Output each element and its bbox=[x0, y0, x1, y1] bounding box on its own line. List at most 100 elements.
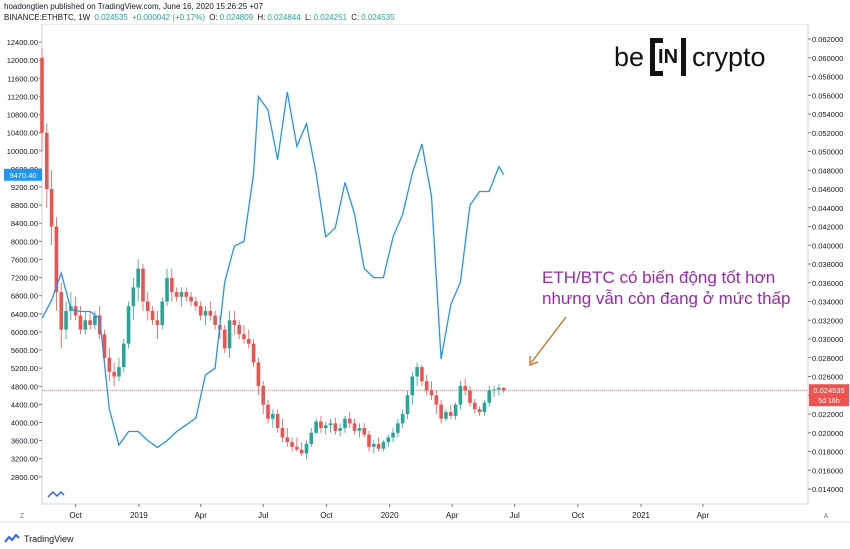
ethbtc-candle-body bbox=[434, 395, 439, 405]
ethbtc-candle-body bbox=[155, 320, 160, 325]
ethbtc-candle-body bbox=[492, 389, 496, 391]
ethbtc-candle-body bbox=[420, 367, 424, 382]
left-axis-tick-label: 4000.00 bbox=[11, 418, 38, 427]
right-axis-tick-label: 0.044000 bbox=[812, 204, 843, 213]
ethbtc-candle-body bbox=[405, 395, 410, 414]
right-axis-tick-label: 0.018000 bbox=[812, 448, 843, 457]
ethbtc-candle-body bbox=[444, 412, 448, 419]
annotation-line-2: nhưng vẫn còn đang ở mức thấp bbox=[542, 289, 791, 308]
ethbtc-candle-body bbox=[88, 320, 92, 325]
left-axis-tick-label: 5600.00 bbox=[11, 346, 38, 355]
ethbtc-candle-body bbox=[174, 292, 179, 297]
ethbtc-candle-body bbox=[410, 376, 415, 396]
left-axis-tick-label: 11200.00 bbox=[7, 92, 38, 101]
btc-usd-line bbox=[41, 91, 505, 449]
ethbtc-candle-body bbox=[367, 434, 371, 447]
right-axis-tick-label: 0.022000 bbox=[812, 410, 843, 419]
right-axis-tick-label: 0.062000 bbox=[812, 35, 843, 44]
left-axis-tick-label: 8400.00 bbox=[11, 219, 38, 228]
x-axis-tick-label: 2021 bbox=[632, 511, 650, 520]
ethbtc-candle-body bbox=[97, 315, 102, 335]
left-axis-tick-label: 8800.00 bbox=[11, 201, 38, 210]
ethbtc-candle-body bbox=[415, 367, 419, 377]
right-axis-tick-label: 0.054000 bbox=[812, 110, 843, 119]
left-axis-tick-label: 4800.00 bbox=[11, 382, 38, 391]
ethbtc-current-label-bg bbox=[809, 384, 849, 407]
footer-brand-label: TradingView bbox=[24, 534, 74, 544]
tradingview-watermark-icon bbox=[47, 490, 65, 498]
high-value: 0.024844 bbox=[267, 13, 301, 22]
ethbtc-candle-body bbox=[424, 381, 429, 391]
x-axis-tick-label: 2019 bbox=[130, 511, 148, 520]
ethbtc-candle-body bbox=[237, 324, 241, 335]
ethbtc-candle-body bbox=[232, 320, 237, 325]
left-axis-tick-label: 6800.00 bbox=[11, 292, 38, 301]
ethbtc-candle-body bbox=[78, 315, 83, 330]
right-axis-tick-label: 0.016000 bbox=[812, 466, 843, 475]
annotation-line-1: ETH/BTC có biến động tốt hơn bbox=[542, 268, 776, 287]
ethbtc-candle-body bbox=[386, 437, 391, 443]
left-axis-tick-label: 10000.00 bbox=[7, 147, 38, 156]
left-axis-tick-label: 6400.00 bbox=[11, 310, 38, 319]
left-axis-tick-label: 7600.00 bbox=[11, 255, 38, 264]
left-axis-tick-label: 9200.00 bbox=[11, 183, 38, 192]
ethbtc-candle-body bbox=[357, 428, 362, 431]
ethbtc-candle-body bbox=[208, 310, 213, 316]
ethbtc-candle-body bbox=[145, 301, 150, 311]
x-axis-tick-label: Oct bbox=[69, 511, 82, 520]
ethbtc-candle-body bbox=[203, 310, 208, 316]
ethbtc-candle-body bbox=[295, 446, 299, 450]
annotation-arrowhead bbox=[529, 356, 539, 366]
left-axis-tick-label: 4400.00 bbox=[11, 400, 38, 409]
ethbtc-candle-body bbox=[304, 444, 309, 454]
ethbtc-candle-body bbox=[194, 301, 198, 307]
logo-box: IN bbox=[650, 38, 687, 76]
ethbtc-candle-body bbox=[285, 437, 290, 443]
right-axis-tick-label: 0.026000 bbox=[812, 373, 843, 382]
ethbtc-candle-body bbox=[213, 315, 217, 325]
ethbtc-candle-body bbox=[333, 423, 338, 431]
tradingview-icon bbox=[4, 534, 20, 543]
right-axis-tick-label: 0.036000 bbox=[812, 279, 843, 288]
right-axis-tick-label: 0.048000 bbox=[812, 166, 843, 175]
right-axis-tick-label: 0.050000 bbox=[812, 148, 843, 157]
ethbtc-candle-body bbox=[107, 357, 112, 372]
left-axis-tick-label: 12400.00 bbox=[7, 38, 38, 47]
right-axis-tick-label: 0.042000 bbox=[812, 223, 843, 232]
chart-header: hoadongtien published on TradingView.com… bbox=[4, 1, 844, 27]
right-axis-tick-label: 0.014000 bbox=[812, 485, 843, 494]
ethbtc-candle-body bbox=[347, 418, 352, 424]
ethbtc-candle-body bbox=[93, 315, 97, 325]
ethbtc-candle-body bbox=[439, 404, 443, 419]
ethbtc-candle-body bbox=[179, 292, 184, 297]
left-axis-tick-label: 12000.00 bbox=[7, 56, 38, 65]
ethbtc-candle-body bbox=[102, 334, 107, 358]
left-axis-tick-label: 5200.00 bbox=[11, 364, 38, 373]
ethbtc-candle-body bbox=[112, 371, 116, 377]
low-value: 0.024251 bbox=[313, 13, 347, 22]
open-label: O: bbox=[209, 13, 218, 22]
left-axis-tick-label: 2800.00 bbox=[11, 473, 38, 482]
ethbtc-candle-body bbox=[299, 449, 304, 454]
right-axis-tick-label: 0.046000 bbox=[812, 185, 843, 194]
close-label: C: bbox=[351, 13, 360, 22]
ethbtc-candle-body bbox=[49, 189, 54, 227]
footer-brand[interactable]: TradingView bbox=[4, 531, 74, 547]
publish-line: hoadongtien published on TradingView.com… bbox=[4, 2, 263, 11]
ethbtc-candle-body bbox=[165, 278, 169, 302]
price-chart[interactable]: 12400.00 12000.00 11600.00 11200.00 10800.00… bbox=[0, 24, 850, 530]
logo-text-right: crypto bbox=[692, 41, 766, 72]
ethbtc-candle-body bbox=[256, 362, 261, 386]
close-value: 0.024535 bbox=[361, 13, 395, 22]
ethbtc-candle-body bbox=[448, 412, 453, 416]
ethbtc-candle-body bbox=[117, 367, 121, 377]
chart-annotation: ETH/BTC có biến động tốt hơn nhưng vẫn c… bbox=[542, 267, 812, 309]
ethbtc-candle-body bbox=[64, 310, 68, 330]
ethbtc-candle-body bbox=[482, 402, 487, 413]
right-axis-tick-label: 0.056000 bbox=[812, 91, 843, 100]
ethbtc-candle-body bbox=[45, 132, 49, 189]
ethbtc-candle-body bbox=[131, 287, 136, 307]
timezone-button: Z bbox=[20, 513, 25, 520]
left-axis-tick-label: 8000.00 bbox=[11, 237, 38, 246]
right-axis-tick-label: 0.034000 bbox=[812, 298, 843, 307]
